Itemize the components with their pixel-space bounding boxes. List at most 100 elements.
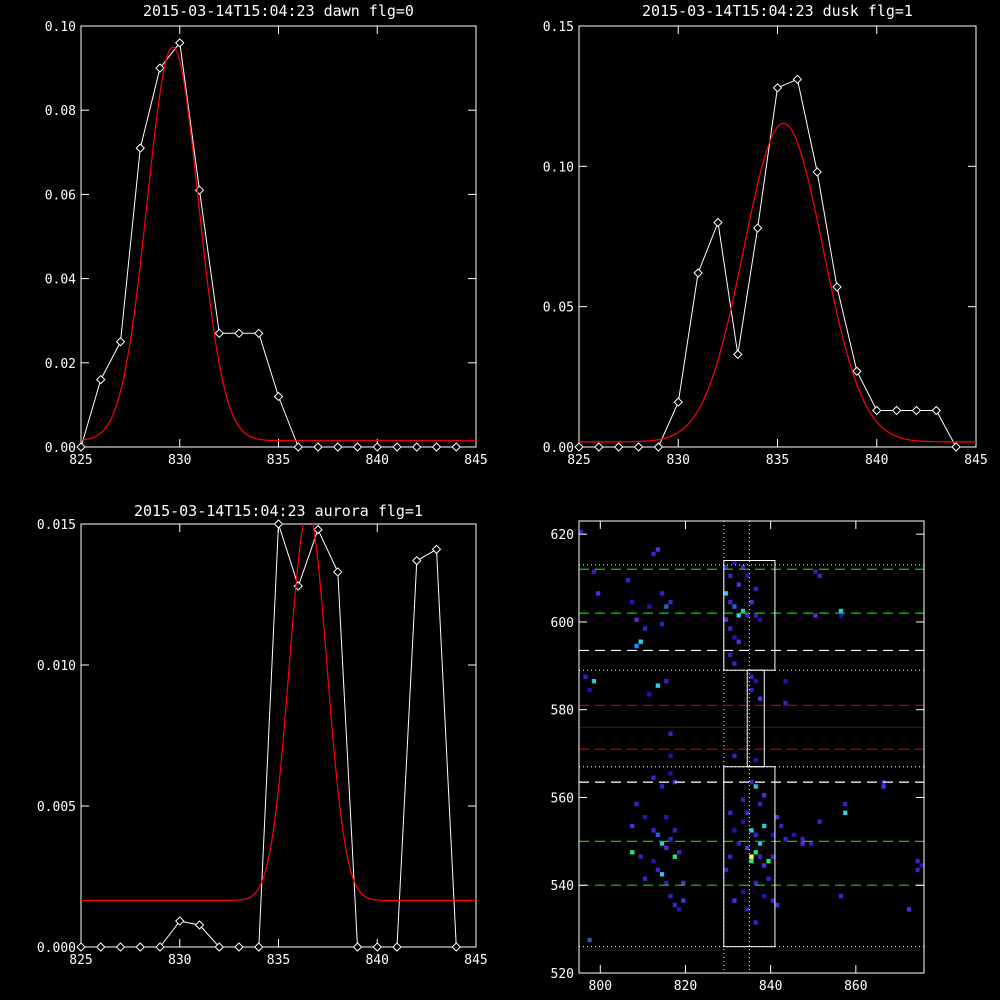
heatmap-cell xyxy=(647,692,652,697)
heatmap-cell xyxy=(749,854,754,859)
heatmap-cell xyxy=(749,858,754,864)
data-point-marker xyxy=(333,442,343,452)
heatmap-cell xyxy=(668,753,673,758)
data-point-marker xyxy=(234,942,244,952)
heatmap-cell xyxy=(745,613,750,618)
x-tick-label: 830 xyxy=(168,453,191,468)
heatmap-cell xyxy=(843,810,848,815)
heatmap-cell xyxy=(740,564,746,570)
data-point-marker xyxy=(273,519,284,529)
heatmap-cell xyxy=(655,867,660,873)
heatmap-cell xyxy=(732,661,737,666)
chart-title: 2015-03-14T15:04:23 aurora flg=1 xyxy=(134,502,423,520)
data-point-marker xyxy=(633,442,644,452)
data-point-marker xyxy=(96,374,106,385)
heatmap-cell xyxy=(783,837,788,842)
heatmap-cell xyxy=(774,815,780,820)
heatmap-cell xyxy=(753,613,758,618)
y-tick-label: 0.10 xyxy=(543,160,574,175)
heatmap-cell xyxy=(745,810,750,815)
x-tick-label: 800 xyxy=(589,979,612,994)
heatmap-cell xyxy=(681,880,686,886)
heatmap-cell xyxy=(753,679,758,684)
heatmap-cell xyxy=(728,626,733,631)
heatmap-cell xyxy=(723,564,729,570)
heatmap-cell xyxy=(728,854,733,859)
data-point-marker xyxy=(872,405,882,416)
heatmap-cell xyxy=(659,841,665,846)
x-tick-label: 840 xyxy=(759,979,782,994)
data-point-marker xyxy=(451,942,461,952)
heatmap-cell xyxy=(749,600,754,605)
data-point-marker xyxy=(693,268,703,278)
heatmap-cell xyxy=(809,841,814,846)
heatmap-cell xyxy=(783,679,788,684)
heatmap-cell xyxy=(770,898,775,903)
y-tick-label: 620 xyxy=(551,528,574,543)
heatmap-cell xyxy=(668,600,673,605)
heatmap-cell xyxy=(770,854,775,859)
data-point-marker xyxy=(412,555,422,566)
heatmap-cell xyxy=(817,819,822,824)
data-point-marker xyxy=(352,442,363,452)
heatmap-cell xyxy=(723,867,729,873)
heatmap-cell xyxy=(736,582,741,587)
x-tick-label: 860 xyxy=(844,979,867,994)
heatmap-cell xyxy=(749,779,754,785)
x-tick-label: 835 xyxy=(267,953,290,968)
heatmap-cell xyxy=(651,551,656,557)
data-point-marker xyxy=(392,442,402,452)
data-point-marker xyxy=(372,942,382,952)
heatmap-cell xyxy=(732,898,737,903)
data-point-marker xyxy=(76,442,86,452)
data-point-marker xyxy=(352,942,363,952)
x-tick-label: 845 xyxy=(964,453,987,468)
data-point-marker xyxy=(135,143,145,153)
x-tick-label: 840 xyxy=(366,953,389,968)
data-point-marker xyxy=(214,328,224,339)
heatmap-cell xyxy=(583,674,588,679)
y-tick-label: 520 xyxy=(551,967,574,982)
data-point-marker xyxy=(273,391,284,402)
heatmap-cell xyxy=(668,837,673,842)
heatmap-cell xyxy=(817,573,822,579)
heatmap-cell xyxy=(740,889,746,894)
heatmap-cell xyxy=(783,700,788,706)
data-point-marker xyxy=(653,442,664,452)
data-point-marker xyxy=(431,442,442,452)
y-tick-label: 0.15 xyxy=(543,20,574,35)
heatmap-cell xyxy=(642,626,648,631)
heatmap-cell xyxy=(681,898,686,903)
heatmap-cell xyxy=(915,858,920,864)
heatmap-cell xyxy=(838,894,844,899)
x-tick-label: 825 xyxy=(69,453,92,468)
gaussian-fit-line xyxy=(81,46,476,442)
heatmap-cell xyxy=(634,617,639,622)
heatmap-cell xyxy=(813,613,818,618)
heatmap-cell xyxy=(638,639,643,644)
data-point-marker xyxy=(372,442,382,452)
data-point-marker xyxy=(313,442,323,452)
region-box xyxy=(723,559,776,671)
gaussian-fit-line xyxy=(81,524,476,902)
data-point-marker xyxy=(254,942,264,952)
heatmap-cell xyxy=(642,815,648,820)
heatmap-cell xyxy=(655,547,660,552)
heatmap-cell xyxy=(664,845,669,851)
heatmap-cell xyxy=(668,731,673,736)
heatmap-cell xyxy=(766,876,771,881)
data-point-marker xyxy=(911,405,922,416)
x-tick-label: 835 xyxy=(766,453,789,468)
data-point-marker xyxy=(931,405,942,416)
heatmap-cell xyxy=(757,801,763,807)
data-point-marker xyxy=(115,942,126,952)
data-point-marker xyxy=(254,328,264,339)
heatmap-cell xyxy=(732,828,737,833)
heatmap-cell xyxy=(843,801,848,807)
heatmap-cell xyxy=(630,600,635,605)
heatmap-cell xyxy=(728,600,733,605)
heatmap-cell xyxy=(672,828,677,833)
heatmap-cell xyxy=(732,560,737,565)
x-tick-label: 845 xyxy=(464,453,487,468)
heatmap-cell xyxy=(907,907,912,912)
